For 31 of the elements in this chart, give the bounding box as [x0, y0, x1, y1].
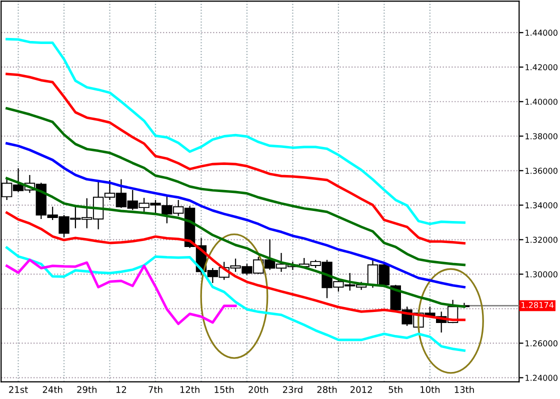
- y-tick-label: 1.30000: [526, 271, 558, 278]
- annotation: 1.28174: [522, 302, 554, 308]
- x-tick-label: 29th: [77, 386, 96, 393]
- y-tick-label: 1.26000: [526, 340, 558, 346]
- x-tick-label: 12: [116, 386, 126, 393]
- x-tick-label: 7th: [148, 386, 162, 393]
- line-series: [6, 258, 237, 326]
- x-tick-label: 24th: [42, 386, 62, 393]
- line-series: [6, 72, 466, 245]
- x-tick-label: 21st: [9, 386, 28, 393]
- y-tick-label: 1.42000: [526, 64, 558, 70]
- x-tick-label: 2012: [350, 386, 372, 393]
- x-tick-label: 20th: [248, 386, 268, 393]
- y-tick-label: 1.24000: [526, 374, 558, 381]
- line-series: [6, 142, 466, 288]
- line-series: [6, 107, 466, 266]
- y-tick-label: 1.44000: [526, 30, 558, 36]
- x-tick-label: 15th: [214, 386, 234, 393]
- x-tick-label: 12th: [180, 386, 200, 393]
- x-tick-label: 13th: [454, 386, 474, 393]
- y-tick-label: 1.40000: [526, 98, 558, 105]
- x-tick-label: 10th: [420, 386, 440, 393]
- y-tick-label: 1.32000: [526, 236, 558, 243]
- x-tick-label: 28th: [317, 386, 337, 393]
- x-tick-label: 23rd: [282, 386, 302, 393]
- y-tick-label: 1.34000: [526, 202, 558, 208]
- line-series: [6, 246, 466, 352]
- x-tick-label: 5th: [388, 386, 402, 393]
- y-tick-label: 1.36000: [526, 168, 558, 174]
- y-tick-label: 1.38000: [526, 133, 558, 140]
- line-series: [6, 38, 466, 226]
